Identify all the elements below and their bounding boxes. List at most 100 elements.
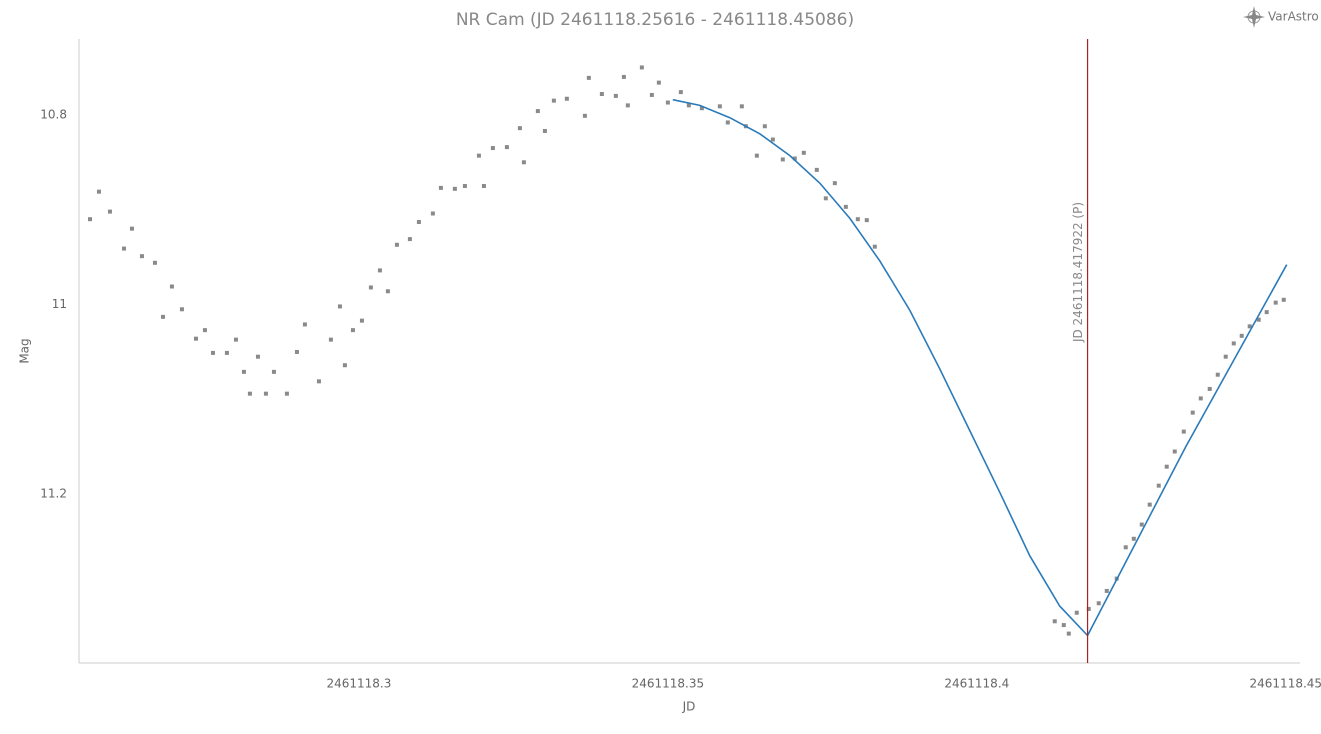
data-point <box>255 354 260 359</box>
data-point <box>551 98 556 103</box>
data-point <box>328 337 333 342</box>
data-point <box>1239 333 1244 338</box>
data-point <box>1281 297 1286 302</box>
data-point <box>202 328 207 333</box>
data-point <box>613 93 618 98</box>
data-point <box>621 74 626 79</box>
data-point <box>1086 606 1091 611</box>
data-point <box>686 103 691 108</box>
data-point <box>1264 310 1269 315</box>
data-point <box>1066 631 1071 636</box>
data-point <box>517 126 522 131</box>
data-point <box>385 289 390 294</box>
data-point <box>342 363 347 368</box>
data-point <box>224 350 229 355</box>
x-tick-label: 2461118.35 <box>632 677 705 691</box>
data-point <box>1096 601 1101 606</box>
data-point <box>754 153 759 158</box>
data-point <box>193 336 198 341</box>
data-point <box>1198 396 1203 401</box>
data-point <box>416 220 421 225</box>
data-point <box>780 157 785 162</box>
data-point <box>121 246 126 251</box>
data-point <box>452 186 457 191</box>
data-point <box>725 120 730 125</box>
logo[interactable]: VarAstro <box>1243 6 1319 28</box>
data-point <box>1190 410 1195 415</box>
data-point <box>481 183 486 188</box>
data-point <box>823 196 828 201</box>
data-point <box>639 65 644 70</box>
data-point <box>160 314 165 319</box>
data-point <box>1172 449 1177 454</box>
data-point <box>542 128 547 133</box>
data-point <box>1256 317 1261 322</box>
y-tick-label: 10.8 <box>40 107 67 121</box>
marker-label: JD 2461118.417922 (P) <box>1071 202 1085 343</box>
data-point <box>770 137 775 142</box>
data-point <box>564 96 569 101</box>
y-axis-label: Mag <box>18 338 32 363</box>
data-point <box>521 160 526 165</box>
data-point <box>129 226 134 231</box>
data-point <box>801 150 806 155</box>
data-point <box>843 204 848 209</box>
data-point <box>792 156 797 161</box>
data-point <box>107 209 112 214</box>
data-point <box>1139 522 1144 527</box>
data-point <box>762 124 767 129</box>
data-point <box>649 92 654 97</box>
data-point <box>284 391 289 396</box>
data-point <box>1147 502 1152 507</box>
fit-line <box>672 98 1288 637</box>
data-point <box>316 379 321 384</box>
data-point <box>1215 372 1220 377</box>
data-point <box>656 80 661 85</box>
data-point <box>247 391 252 396</box>
data-point <box>1074 610 1079 615</box>
data-point <box>864 218 869 223</box>
data-point <box>1247 324 1252 329</box>
y-tick-label: 11 <box>52 297 67 311</box>
data-point <box>87 217 92 222</box>
data-point <box>582 113 587 118</box>
data-point <box>210 350 215 355</box>
data-point <box>169 284 174 289</box>
data-point <box>1123 545 1128 550</box>
logo-icon <box>1243 6 1265 28</box>
data-point <box>294 349 299 354</box>
data-point <box>1231 341 1236 346</box>
data-point <box>462 183 467 188</box>
data-point <box>872 244 877 249</box>
data-point <box>152 260 157 265</box>
data-point <box>832 181 837 186</box>
data-point <box>350 328 355 333</box>
logo-text: VarAstro <box>1268 10 1319 24</box>
data-point <box>359 318 364 323</box>
data-point <box>476 153 481 158</box>
x-tick-label: 2461118.4 <box>944 677 1009 691</box>
data-point <box>1061 623 1066 628</box>
data-point <box>179 307 184 312</box>
data-point <box>699 106 704 111</box>
data-point <box>337 304 342 309</box>
data-point <box>717 104 722 109</box>
data-point <box>665 100 670 105</box>
data-point <box>504 145 509 150</box>
data-point <box>586 75 591 80</box>
data-point <box>394 242 399 247</box>
data-point <box>1181 429 1186 434</box>
x-axis-label: JD <box>682 700 696 714</box>
data-point <box>1156 483 1161 488</box>
data-point <box>233 337 238 342</box>
data-point <box>438 185 443 190</box>
data-point <box>1223 354 1228 359</box>
data-point <box>1131 536 1136 541</box>
data-point <box>407 237 412 242</box>
data-point <box>1052 619 1057 624</box>
data-point <box>1207 386 1212 391</box>
x-tick-label: 2461118.3 <box>326 677 391 691</box>
data-point <box>625 103 630 108</box>
data-point <box>1104 588 1109 593</box>
